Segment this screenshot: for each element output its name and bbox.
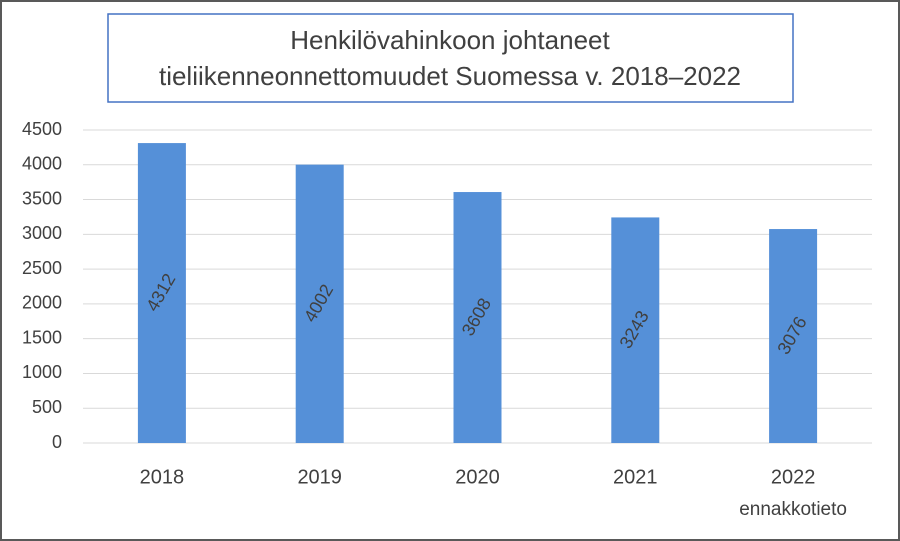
x-tick-label: 2022 [771,466,816,488]
y-tick-label: 0 [52,432,62,452]
bar [295,164,344,443]
chart-title: tieliikenneonnettomuudet Suomessa v. 201… [159,61,741,91]
x-tick-label: 2021 [613,466,658,488]
x-tick-label: 2018 [140,466,185,488]
bar [611,217,660,443]
y-tick-label: 3000 [22,223,62,243]
x-tick-note: ennakkotieto [739,499,847,520]
bar [137,143,186,443]
bar [453,192,502,443]
y-tick-label: 2000 [22,293,62,313]
y-tick-label: 3500 [22,188,62,208]
y-tick-label: 4500 [22,119,62,139]
title-box [107,13,794,103]
y-tick-label: 2500 [22,258,62,278]
y-tick-label: 500 [32,397,62,417]
y-tick-label: 1000 [22,362,62,382]
x-tick-label: 2019 [297,466,342,488]
bar [769,229,818,443]
y-tick-label: 4000 [22,154,62,174]
x-tick-label: 2020 [455,466,500,488]
y-tick-label: 1500 [22,327,62,347]
chart-title: Henkilövahinkoon johtaneet [290,25,610,55]
